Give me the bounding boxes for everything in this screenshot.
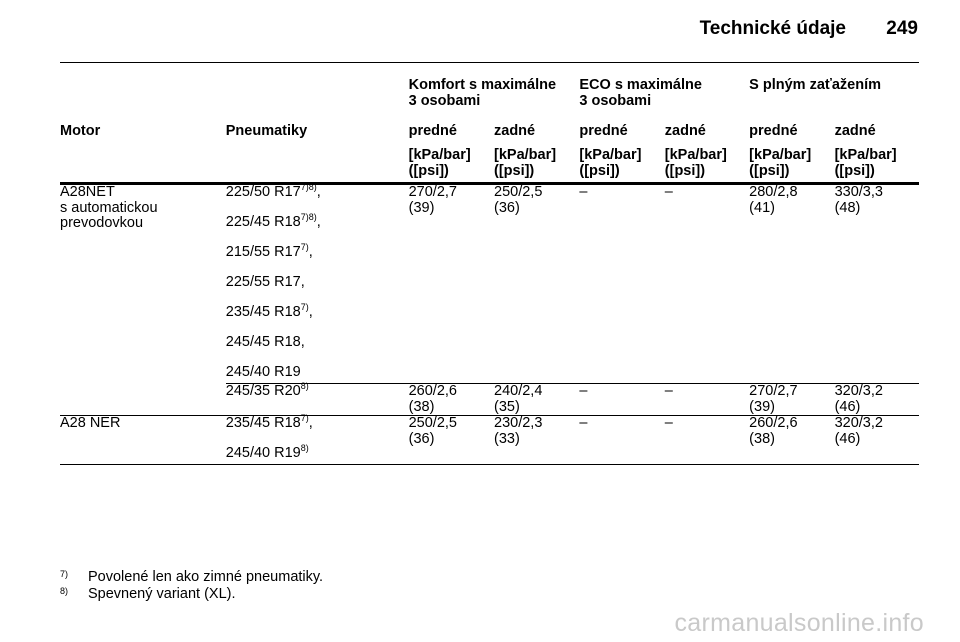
- tyre-size: 225/55 R17,: [225, 274, 409, 305]
- pressure-value: 260/2,6 (38): [408, 383, 457, 415]
- pressure-value: 250/2,5 (36): [494, 183, 580, 384]
- tyres-cell: 245/35 R208): [225, 381, 409, 416]
- pressure-value: 320/3,2 (46): [834, 415, 883, 447]
- tyre-size-text: 235/45 R18: [225, 415, 301, 431]
- pressure-value: –: [664, 415, 673, 431]
- motor-cell: [60, 384, 226, 416]
- column-header-tyres: Pneumatiky: [225, 123, 308, 139]
- watermark: carmanualsonline.info: [674, 609, 924, 637]
- column-header-front: predné: [408, 123, 457, 139]
- footnote-ref: 7)8): [300, 212, 317, 222]
- tyre-size-text: 225/55 R17,: [225, 274, 305, 290]
- tyre-separator: ,: [308, 304, 313, 320]
- motor-cell: A28 NER: [60, 415, 121, 431]
- pressure-value: 230/2,3 (33): [494, 415, 543, 447]
- tyre-separator: ,: [308, 415, 313, 431]
- unit-label: [kPa/bar] ([psi]): [664, 147, 727, 179]
- tyre-size-text: 245/40 R19: [225, 445, 301, 461]
- tyre-size-text: 245/45 R18,: [225, 334, 305, 350]
- pressure-value: 240/2,4 (35): [494, 383, 543, 415]
- group-header-eco: ECO s maximálne 3 osobami: [579, 77, 702, 109]
- unit-label: [kPa/bar] ([psi]): [408, 147, 471, 179]
- pressure-value: 270/2,7 (39): [408, 183, 494, 384]
- footnote-number: 7): [60, 569, 69, 579]
- pressure-value: 250/2,5 (36): [408, 415, 457, 447]
- table-row: 245/35 R208) 260/2,6 (38) 240/2,4 (35) – –27…: [60, 381, 919, 416]
- tyre-size: 225/50 R177)8),: [225, 182, 409, 215]
- footnote-ref: 8): [300, 443, 309, 453]
- tyre-size-text: 225/50 R17: [225, 184, 301, 200]
- header-rule: [60, 62, 919, 63]
- pressure-value: 320/3,2 (46): [834, 383, 883, 415]
- tyre-size: 245/40 R19: [225, 364, 409, 383]
- tyre-size: 245/45 R18,: [225, 334, 409, 365]
- unit-label: [kPa/bar] ([psi]): [579, 147, 642, 179]
- tyre-pressure-table: Komfort s maximálne 3 osobami ECO s maxi…: [60, 77, 919, 465]
- pressure-value: –: [579, 415, 588, 431]
- footnote-ref: 7): [300, 242, 309, 252]
- tyre-size-text: 245/40 R19: [225, 364, 301, 380]
- unit-label: [kPa/bar] ([psi]): [494, 147, 557, 179]
- pressure-value: –: [664, 183, 750, 384]
- tyre-size: 235/45 R187),: [225, 302, 409, 335]
- pressure-value: –: [579, 183, 665, 384]
- column-header-rear: zadné: [834, 123, 876, 139]
- table-body: A28NET s automatickou prevodovkou 225/50 …: [60, 182, 919, 465]
- column-header-front: predné: [579, 123, 628, 139]
- column-header-rear: zadné: [494, 123, 536, 139]
- page-title: Technické údaje: [699, 18, 846, 39]
- footnotes: 7) Povolené len ako zimné pneumatiky. 8)…: [60, 569, 323, 603]
- tyres-cell: 235/45 R187), 245/40 R198): [225, 413, 409, 465]
- table-row: A28 NER 235/45 R187), 245/40 R198) 250/2,5 …: [60, 413, 919, 465]
- page-header: Technické údaje 249: [60, 18, 918, 48]
- pressure-value: 260/2,6 (38): [749, 415, 798, 447]
- unit-label: [kPa/bar] ([psi]): [834, 147, 897, 179]
- tyre-size: 215/55 R177),: [225, 242, 409, 275]
- tyre-separator: ,: [316, 184, 321, 200]
- column-header-motor: Motor: [60, 123, 101, 139]
- tyre-size-text: 225/45 R18: [225, 214, 301, 230]
- group-header-full-load: S plným zaťažením: [749, 77, 882, 93]
- tyre-separator: ,: [308, 244, 313, 260]
- footnote-ref: 8): [300, 381, 309, 391]
- table-row: A28NET s automatickou prevodovkou 225/50 …: [60, 182, 919, 384]
- pressure-value: 330/3,3 (48): [834, 183, 919, 384]
- column-header-rear: zadné: [664, 123, 706, 139]
- tyre-size-text: 245/35 R20: [225, 383, 301, 399]
- footnote-number: 8): [60, 586, 69, 596]
- tyre-size-text: 235/45 R18: [225, 304, 301, 320]
- tyre-separator: ,: [316, 214, 321, 230]
- footnote: 7) Povolené len ako zimné pneumatiky.: [60, 569, 323, 586]
- footnote-text: Povolené len ako zimné pneumatiky.: [88, 569, 324, 585]
- footnote-ref: 7): [300, 302, 309, 312]
- unit-header-row: [kPa/bar] ([psi]) [kPa/bar] ([psi]) [kPa…: [60, 147, 919, 184]
- pressure-value: –: [579, 383, 588, 399]
- page-number: 249: [886, 18, 918, 39]
- tyre-size: 245/40 R198): [225, 443, 409, 464]
- footnote: 8) Spevnený variant (XL).: [60, 586, 323, 603]
- tyre-size: 235/45 R187),: [225, 413, 409, 446]
- group-header-row: Komfort s maximálne 3 osobami ECO s maxi…: [60, 77, 919, 124]
- pressure-value: –: [664, 383, 673, 399]
- motor-cell: A28NET s automatickou prevodovkou: [60, 184, 158, 231]
- tyre-size: 225/45 R187)8),: [225, 212, 409, 245]
- pressure-value: 280/2,8 (41): [749, 183, 835, 384]
- pressure-value: 270/2,7 (39): [749, 383, 798, 415]
- tyre-size: 245/35 R208): [225, 381, 409, 402]
- unit-label: [kPa/bar] ([psi]): [749, 147, 812, 179]
- footnote-text: Spevnený variant (XL).: [88, 586, 236, 602]
- group-header-comfort: Komfort s maximálne 3 osobami: [408, 77, 557, 109]
- footnote-ref: 7): [300, 413, 309, 423]
- sub-header-row: Motor Pneumatiky predné zadné predné zad…: [60, 123, 919, 148]
- footnote-ref: 7)8): [300, 182, 317, 192]
- tyres-cell: 225/50 R177)8), 225/45 R187)8), 215/55 R17…: [225, 182, 409, 384]
- tyre-size-text: 215/55 R17: [225, 244, 301, 260]
- column-header-front: predné: [749, 123, 798, 139]
